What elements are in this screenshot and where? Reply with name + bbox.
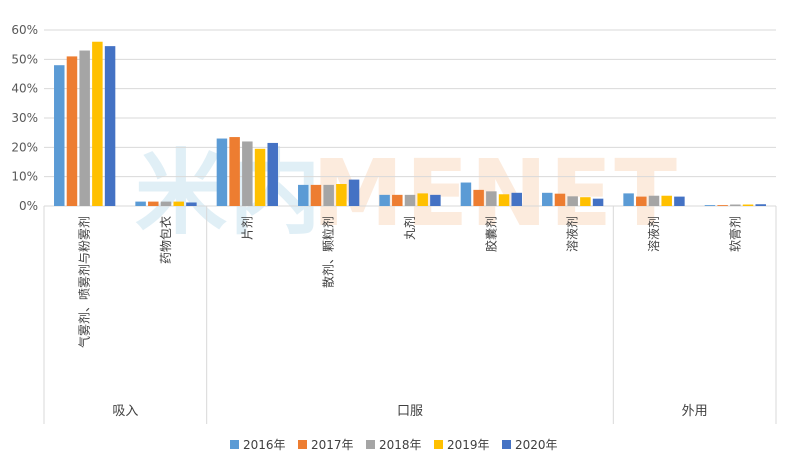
y-tick-label: 50% (11, 52, 38, 66)
category-label: 散剂、颗粒剂 (321, 216, 336, 288)
legend-label: 2016年 (243, 438, 286, 452)
bar (348, 179, 360, 206)
bar (542, 192, 553, 206)
bar (730, 204, 741, 206)
bar (580, 197, 591, 206)
bar (379, 194, 390, 206)
legend-swatch (230, 440, 239, 449)
category-label: 气雾剂、喷雾剂与粉雾剂 (77, 216, 92, 348)
bar (104, 46, 116, 207)
legend-swatch (502, 440, 511, 449)
bar (135, 201, 146, 206)
legend-label: 2020年 (515, 438, 558, 452)
category-label: 胶囊剂 (483, 216, 498, 252)
category-label: 药物包衣 (158, 216, 173, 264)
y-tick-label: 0% (19, 199, 38, 213)
bar (66, 56, 78, 207)
bar (54, 65, 65, 206)
bar (623, 193, 634, 206)
legend: 2016年 2017年 2018年 2019年 2020年 (230, 438, 558, 452)
bar (254, 148, 266, 206)
bar (148, 201, 159, 206)
y-tick-label: 30% (11, 111, 38, 125)
category-label: 溶液剂 (646, 216, 661, 252)
group-label: 口服 (397, 404, 423, 419)
legend-label: 2017年 (311, 438, 354, 452)
category-label: 软膏剂 (727, 216, 742, 252)
y-axis: 0% 10% 20% 30% 40% 50% 60% (11, 23, 38, 213)
bar (216, 138, 228, 206)
bar (430, 194, 441, 206)
bar (567, 196, 578, 206)
bar (661, 195, 672, 206)
bar (242, 141, 253, 206)
bars (54, 41, 766, 207)
category-label: 丸剂 (402, 216, 417, 240)
bar (717, 205, 728, 206)
bar (511, 192, 522, 206)
bar (267, 142, 278, 206)
bar (674, 196, 685, 206)
bar (648, 195, 660, 206)
group-label: 外用 (682, 404, 708, 419)
bar (486, 191, 497, 206)
bar (392, 194, 403, 206)
bar (404, 194, 416, 206)
bar (186, 202, 197, 206)
bar (92, 41, 103, 206)
bar (554, 193, 566, 206)
bar (460, 182, 472, 206)
watermark-text-cn: 米内 (135, 140, 323, 247)
y-tick-label: 20% (11, 140, 38, 154)
legend-swatch (366, 440, 375, 449)
bar (229, 137, 240, 206)
bar (173, 201, 184, 206)
bar (755, 204, 766, 206)
bar (336, 184, 347, 206)
y-tick-label: 10% (11, 170, 38, 184)
bar (79, 50, 90, 207)
legend-swatch (298, 440, 307, 449)
legend-swatch (434, 440, 443, 449)
y-tick-label: 60% (11, 23, 38, 37)
bar (742, 204, 754, 206)
bar (160, 201, 172, 206)
group-label: 吸入 (112, 404, 138, 419)
bar (498, 194, 510, 206)
category-label: 片剂 (239, 216, 254, 240)
bar (473, 189, 484, 206)
bar (417, 193, 428, 206)
bar (298, 184, 309, 206)
bar (323, 184, 334, 206)
bar (704, 205, 716, 206)
legend-label: 2018年 (379, 438, 422, 452)
category-label: 溶液剂 (565, 216, 580, 252)
bar (592, 198, 604, 206)
bar (636, 196, 647, 206)
y-tick-label: 40% (11, 82, 38, 96)
bar (310, 184, 322, 206)
legend-label: 2019年 (447, 438, 490, 452)
